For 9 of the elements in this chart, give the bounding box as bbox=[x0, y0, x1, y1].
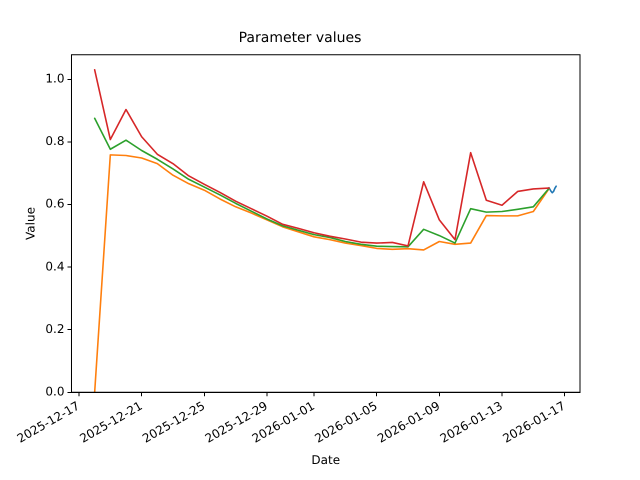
chart-title: Parameter values bbox=[238, 30, 362, 46]
y-tick-label: 0.2 bbox=[45, 322, 64, 336]
y-tick-label: 0.4 bbox=[45, 259, 64, 274]
y-axis-title: Value bbox=[23, 207, 38, 240]
y-tick-label: 0.0 bbox=[45, 384, 64, 398]
y-tick-label: 0.6 bbox=[45, 196, 64, 211]
y-tick-label: 0.8 bbox=[45, 134, 64, 148]
x-axis-title: Date bbox=[311, 452, 340, 467]
y-tick-label: 1.0 bbox=[45, 72, 64, 86]
